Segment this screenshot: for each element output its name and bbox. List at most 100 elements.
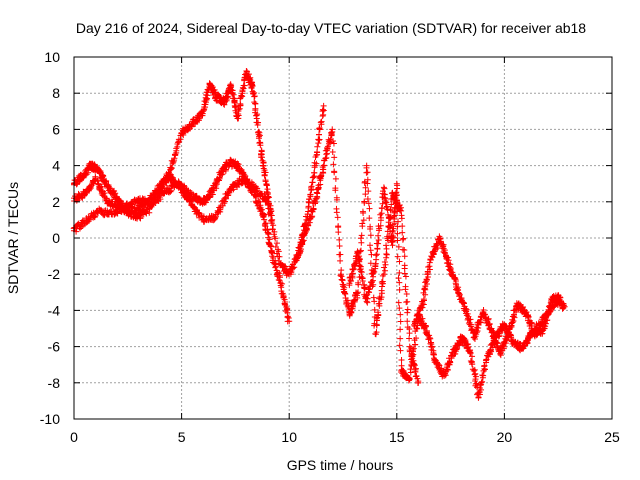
data-point-interp bbox=[354, 290, 361, 297]
data-point-interp bbox=[211, 216, 218, 223]
data-point-interp bbox=[313, 152, 320, 159]
data-point-interp bbox=[331, 154, 338, 161]
data-point-interp bbox=[310, 206, 317, 213]
data-point bbox=[380, 271, 387, 278]
data-point-interp bbox=[344, 297, 351, 304]
data-point-interp bbox=[164, 174, 171, 181]
data-point-interp bbox=[469, 353, 476, 360]
data-point-interp bbox=[261, 191, 268, 198]
data-point-interp bbox=[430, 351, 437, 358]
data-point-interp bbox=[397, 326, 404, 333]
data-point-interp bbox=[375, 237, 382, 244]
data-point-interp bbox=[244, 177, 251, 184]
data-point-interp bbox=[404, 318, 411, 325]
data-point-interp bbox=[479, 374, 486, 381]
data-point-interp bbox=[467, 349, 474, 356]
data-point-interp bbox=[442, 370, 449, 377]
data-point-interp bbox=[421, 286, 428, 293]
data-point-interp bbox=[368, 251, 375, 258]
data-point-interp bbox=[404, 298, 411, 305]
data-point-interp bbox=[106, 185, 113, 192]
y-tick-label: 6 bbox=[52, 121, 60, 137]
data-point bbox=[557, 294, 564, 301]
data-point-interp bbox=[303, 225, 310, 232]
data-point-interp bbox=[315, 137, 322, 144]
data-point-interp bbox=[419, 315, 426, 322]
data-point-interp bbox=[330, 140, 337, 147]
data-point-interp bbox=[233, 103, 240, 110]
data-point bbox=[380, 184, 387, 191]
data-point-interp bbox=[359, 220, 366, 227]
data-point-interp bbox=[315, 136, 322, 143]
x-tick-label: 20 bbox=[497, 429, 513, 445]
data-point-interp bbox=[422, 324, 429, 331]
data-point-interp bbox=[379, 200, 386, 207]
data-point-interp bbox=[223, 195, 230, 202]
data-point-interp bbox=[414, 375, 421, 382]
data-point-interp bbox=[491, 333, 498, 340]
data-point-interp bbox=[263, 182, 270, 189]
data-point-interp bbox=[216, 175, 223, 182]
data-point-interp bbox=[377, 217, 384, 224]
data-point-interp bbox=[395, 299, 402, 306]
data-point-interp bbox=[358, 269, 365, 276]
data-point-interp bbox=[381, 185, 388, 192]
data-point-interp bbox=[472, 373, 479, 380]
data-point-interp bbox=[367, 226, 374, 233]
data-point-interp bbox=[146, 197, 153, 204]
data-point-interp bbox=[156, 194, 163, 201]
data-point-interp bbox=[366, 215, 373, 222]
data-point-interp bbox=[481, 362, 488, 369]
data-point-interp bbox=[360, 217, 367, 224]
data-point-interp bbox=[399, 236, 406, 243]
data-point-interp bbox=[262, 178, 269, 185]
data-point-interp bbox=[331, 169, 338, 176]
data-point-interp bbox=[329, 148, 336, 155]
x-tick-label: 5 bbox=[178, 429, 186, 445]
data-point-interp bbox=[422, 286, 429, 293]
data-point-interp bbox=[366, 282, 373, 289]
data-point-interp bbox=[412, 366, 419, 373]
data-point-interp bbox=[349, 302, 356, 309]
data-point-interp bbox=[405, 374, 412, 381]
data-point-interp bbox=[520, 345, 527, 352]
data-point-interp bbox=[168, 164, 175, 171]
data-point-interp bbox=[374, 246, 381, 253]
data-point-interp bbox=[337, 257, 344, 264]
data-point-interp bbox=[256, 198, 263, 205]
data-point-interp bbox=[334, 214, 341, 221]
data-point-interp bbox=[474, 384, 481, 391]
data-point bbox=[167, 166, 174, 173]
data-point-interp bbox=[397, 318, 404, 325]
data-point-interp bbox=[276, 277, 283, 284]
y-tick-label: -10 bbox=[40, 411, 60, 427]
data-point-interp bbox=[398, 215, 405, 222]
data-point-interp bbox=[388, 201, 395, 208]
data-point-interp bbox=[307, 191, 314, 198]
data-point-interp bbox=[393, 189, 400, 196]
data-point-interp bbox=[460, 299, 467, 306]
data-point-interp bbox=[281, 301, 288, 308]
data-point-interp bbox=[471, 335, 478, 342]
data-point-interp bbox=[267, 210, 274, 217]
data-point-interp bbox=[478, 379, 485, 386]
data-point-interp bbox=[546, 302, 553, 309]
data-point-interp bbox=[359, 275, 366, 282]
data-point-interp bbox=[206, 194, 213, 201]
data-point-interp bbox=[479, 378, 486, 385]
data-point-interp bbox=[415, 312, 422, 319]
data-point-interp bbox=[91, 214, 98, 221]
data-point-interp bbox=[335, 229, 342, 236]
data-point-interp bbox=[406, 335, 413, 342]
data-point-interp bbox=[395, 243, 402, 250]
data-point-interp bbox=[254, 122, 261, 129]
data-point-interp bbox=[265, 231, 272, 238]
data-point-interp bbox=[477, 319, 484, 326]
data-point-interp bbox=[355, 279, 362, 286]
data-point-interp bbox=[442, 372, 449, 379]
data-point-interp bbox=[481, 311, 488, 318]
data-point-interp bbox=[332, 187, 339, 194]
data-point-interp bbox=[230, 186, 237, 193]
data-point-interp bbox=[336, 236, 343, 243]
data-point-interp bbox=[402, 273, 409, 280]
